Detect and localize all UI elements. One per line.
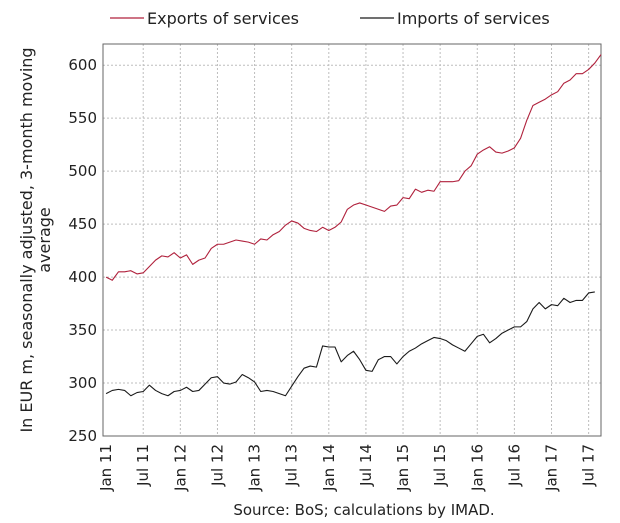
y-tick-label: 400 bbox=[68, 268, 97, 286]
x-tick-label: Jan 13 bbox=[246, 444, 264, 492]
series-line-imports bbox=[105, 291, 595, 397]
y-tick-label: 250 bbox=[68, 427, 97, 445]
x-tick-label: Jan 11 bbox=[97, 444, 115, 492]
y-axis-title: In EUR m, seasonally adjusted, 3-month m… bbox=[17, 47, 54, 432]
x-tick-label: Jul 11 bbox=[134, 444, 152, 487]
x-tick-label: Jan 12 bbox=[171, 444, 189, 492]
x-tick-label: Jul 15 bbox=[431, 444, 449, 487]
x-tick-label: Jul 14 bbox=[357, 444, 375, 487]
x-tick-label: Jul 17 bbox=[580, 444, 598, 487]
plot-frame bbox=[102, 43, 602, 437]
x-tick-label: Jan 15 bbox=[394, 444, 412, 492]
x-tick-label: Jan 17 bbox=[543, 444, 561, 492]
legend: Exports of services Imports of services bbox=[110, 9, 550, 28]
source-note: Source: BoS; calculations by IMAD. bbox=[233, 501, 494, 519]
x-tick-label: Jul 16 bbox=[505, 444, 523, 487]
x-tick-label: Jul 12 bbox=[208, 444, 226, 487]
x-axis-ticks: Jan 11 Jul 11 Jan 12 Jul 12 Jan 13 Jul 13 Jan … bbox=[97, 444, 598, 492]
x-tick-label: Jul 13 bbox=[283, 444, 301, 487]
legend-label: Exports of services bbox=[147, 9, 299, 28]
y-axis-ticks: 250 300 350 400 450 500 550 600 bbox=[68, 56, 97, 445]
series-line-exports bbox=[105, 54, 602, 281]
y-tick-label: 550 bbox=[68, 109, 97, 127]
y-tick-label: 500 bbox=[68, 162, 97, 180]
y-tick-label: 450 bbox=[68, 215, 97, 233]
grid bbox=[103, 44, 601, 436]
x-tick-label: Jan 16 bbox=[468, 444, 486, 492]
y-axis-title-line: average bbox=[35, 207, 54, 273]
x-tick-label: Jan 14 bbox=[320, 444, 338, 492]
series-layer bbox=[105, 54, 602, 397]
y-tick-label: 300 bbox=[68, 374, 97, 392]
y-tick-label: 350 bbox=[68, 321, 97, 339]
y-axis-title-line: In EUR m, seasonally adjusted, 3-month m… bbox=[17, 47, 36, 432]
legend-label: Imports of services bbox=[397, 9, 550, 28]
y-tick-label: 600 bbox=[68, 56, 97, 74]
